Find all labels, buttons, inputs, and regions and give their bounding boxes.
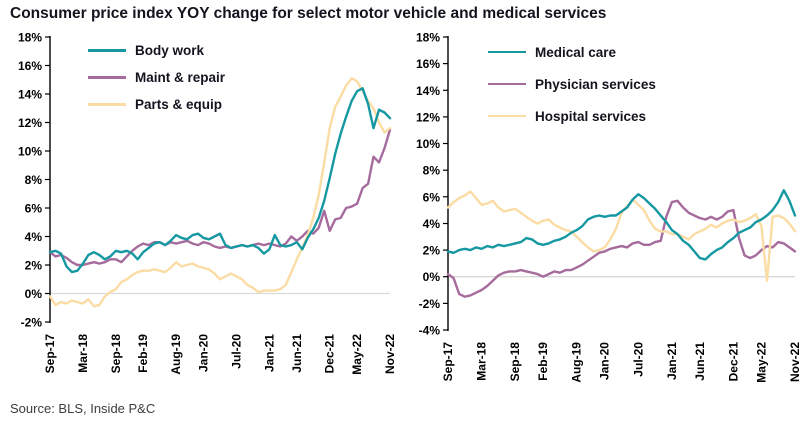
legend-item-parts-equip: Parts & equip — [88, 91, 225, 118]
y-axis-label: 12% — [416, 110, 440, 124]
y-axis-label: 18% — [416, 31, 440, 45]
x-axis-label: Sep-17 — [441, 342, 455, 382]
y-axis-label: 4% — [423, 217, 441, 231]
legend-item-label: Body work — [135, 43, 205, 58]
series-line-body-work — [48, 87, 392, 274]
series-line-hospital-services — [446, 190, 797, 282]
medical-care-swatch — [488, 50, 526, 54]
maint-repair-swatch — [88, 76, 126, 79]
series-line-physician-services — [446, 199, 797, 298]
y-axis-label: -2% — [21, 316, 43, 330]
x-axis-label: Jul-20 — [631, 342, 645, 377]
y-axis-label: 16% — [416, 57, 440, 71]
x-axis-label: Dec-21 — [323, 334, 337, 374]
y-axis-label: 2% — [25, 259, 43, 273]
x-axis-label: Sep-17 — [43, 334, 57, 374]
source-note: Source: BLS, Inside P&C — [10, 401, 156, 416]
legend-item-medical-care: Medical care — [488, 36, 656, 68]
x-axis-label: Aug-19 — [570, 342, 584, 383]
legend-item-label: Maint & repair — [135, 70, 226, 85]
series-line-parts-equip — [48, 77, 392, 308]
y-axis-label: 12% — [18, 116, 42, 130]
y-axis-label: 6% — [423, 190, 441, 204]
y-axis-label: 0% — [423, 270, 441, 284]
legend-motor-vehicle: Body work Maint & repair Parts & equip — [88, 37, 225, 118]
y-axis-label: -4% — [419, 324, 441, 338]
x-axis-label: Jul-20 — [230, 334, 244, 369]
x-axis-label: Jun-21 — [290, 334, 304, 373]
medical-chart: 18% 16% 14% 12% 10% 8% 6% 4% 2% 0% -2% -4%Sep-17 Mar… — [416, 31, 800, 383]
x-axis-label: May-22 — [754, 342, 768, 383]
x-axis-label: Nov-22 — [788, 342, 800, 382]
y-axis-label: 0% — [25, 287, 43, 301]
hospital-services-swatch — [488, 114, 526, 118]
legend-item-maint-repair: Maint & repair — [88, 64, 225, 91]
y-axis-label: 4% — [25, 230, 43, 244]
y-axis-label: 14% — [18, 88, 42, 102]
x-axis-label: Jan-20 — [197, 334, 211, 372]
y-axis-label: 8% — [423, 164, 441, 178]
x-axis-label: Nov-22 — [383, 334, 397, 374]
physician-services-swatch — [488, 82, 526, 86]
legend-item-label: Parts & equip — [135, 97, 223, 112]
legend-item-hospital-services: Hospital services — [488, 100, 656, 132]
y-axis-label: -2% — [419, 297, 441, 311]
x-axis-label: Jan-21 — [665, 342, 679, 380]
y-axis-label: 8% — [25, 173, 43, 187]
legend-item-label: Physician services — [535, 76, 656, 92]
series-line-medical-care — [446, 188, 797, 261]
x-axis-label: Aug-19 — [169, 334, 183, 375]
y-axis-label: 18% — [18, 31, 42, 45]
y-axis-label: 6% — [25, 202, 43, 216]
x-axis-label: Sep-18 — [508, 342, 522, 382]
page-title: Consumer price index YOY change for sele… — [10, 5, 607, 22]
x-axis-label: Feb-19 — [136, 334, 150, 373]
legend-item-body-work: Body work — [88, 37, 225, 64]
legend-medical: Medical care Physician services Hospital… — [488, 36, 656, 132]
motor-vehicle-chart: 18% 16% 14% 12% 10% 8% 6% 4% 2% 0% -2%Sep-17 Mar-18… — [18, 31, 397, 375]
x-axis-label: Sep-18 — [109, 334, 123, 374]
x-axis-label: Dec-21 — [726, 342, 740, 382]
x-axis-label: Jun-21 — [693, 342, 707, 381]
x-axis-label: Jan-20 — [598, 342, 612, 380]
y-axis-label: 2% — [423, 244, 441, 258]
x-axis-label: May-22 — [350, 334, 364, 375]
x-axis-label: Jan-21 — [262, 334, 276, 372]
y-axis-label: 16% — [18, 59, 42, 73]
parts-equip-swatch — [88, 103, 126, 106]
body-work-swatch — [88, 49, 126, 52]
series-line-maint-repair — [48, 128, 392, 267]
legend-item-label: Medical care — [535, 44, 617, 60]
legend-item-physician-services: Physician services — [488, 68, 656, 100]
x-axis-label: Mar-18 — [76, 334, 90, 373]
y-axis-label: 14% — [416, 84, 440, 98]
legend-item-label: Hospital services — [535, 108, 647, 124]
y-axis-label: 10% — [18, 145, 42, 159]
x-axis-label: Mar-18 — [475, 342, 489, 381]
x-axis-label: Feb-19 — [536, 342, 550, 381]
y-axis-label: 10% — [416, 137, 440, 151]
